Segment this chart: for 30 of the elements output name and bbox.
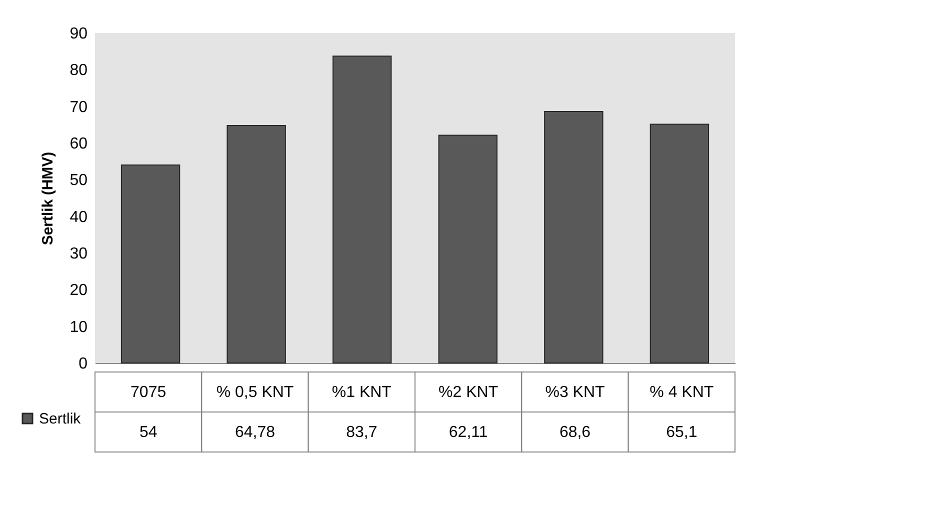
bar bbox=[226, 124, 286, 364]
x-tick-label: %2 KNT bbox=[438, 384, 498, 401]
bar bbox=[650, 124, 710, 364]
y-tick-label: 40 bbox=[70, 208, 88, 226]
y-tick-label: 80 bbox=[70, 62, 88, 80]
x-tick-label: %1 KNT bbox=[332, 384, 392, 401]
data-label: 65,1 bbox=[666, 424, 698, 441]
data-label: 62,11 bbox=[448, 424, 488, 441]
y-tick-label: 10 bbox=[70, 318, 88, 336]
bar bbox=[332, 56, 392, 364]
y-tick-label: 50 bbox=[70, 172, 88, 190]
x-tick-label: % 4 KNT bbox=[650, 384, 714, 401]
legend-label: Sertlik bbox=[39, 410, 82, 428]
data-label: 54 bbox=[139, 424, 158, 441]
bar bbox=[438, 134, 498, 364]
y-tick-label: 30 bbox=[70, 246, 88, 262]
x-tick-label: % 0,5 KNT bbox=[216, 384, 294, 401]
data-label: 68,6 bbox=[559, 424, 591, 441]
y-tick-label: 0 bbox=[78, 356, 88, 372]
y-tick-label: 70 bbox=[70, 98, 88, 116]
y-tick-label: 90 bbox=[70, 26, 88, 42]
data-label: 64,78 bbox=[234, 424, 276, 441]
data-label: 83,7 bbox=[346, 424, 378, 441]
bar bbox=[544, 110, 604, 364]
y-tick-label: 60 bbox=[70, 136, 88, 152]
y-axis-title: Sertlik (HMV) bbox=[40, 152, 57, 246]
y-tick-label: 20 bbox=[70, 282, 88, 300]
bar bbox=[120, 164, 180, 364]
x-tick-label: %3 KNT bbox=[545, 384, 606, 401]
x-tick-label: 7075 bbox=[130, 384, 166, 401]
